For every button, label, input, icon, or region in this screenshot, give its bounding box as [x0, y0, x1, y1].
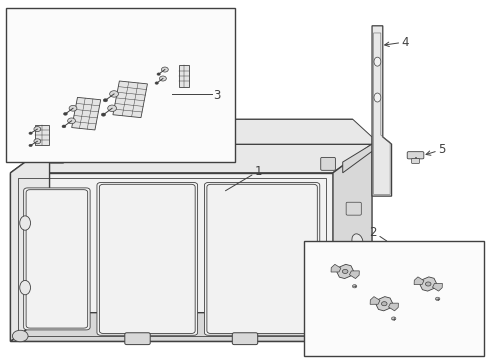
Polygon shape [10, 313, 372, 341]
Polygon shape [414, 277, 424, 284]
FancyBboxPatch shape [26, 190, 88, 328]
Polygon shape [370, 297, 380, 304]
Text: 5: 5 [426, 143, 445, 156]
FancyBboxPatch shape [49, 150, 64, 163]
FancyBboxPatch shape [407, 152, 424, 159]
Ellipse shape [20, 216, 30, 230]
Polygon shape [49, 37, 79, 144]
FancyBboxPatch shape [346, 202, 361, 215]
Circle shape [29, 132, 32, 135]
Text: 2: 2 [369, 226, 387, 241]
Circle shape [110, 91, 119, 97]
Polygon shape [10, 144, 372, 173]
Circle shape [161, 67, 168, 72]
Circle shape [159, 76, 166, 81]
Text: 3: 3 [213, 89, 220, 102]
FancyBboxPatch shape [412, 158, 419, 163]
Polygon shape [376, 297, 392, 311]
Text: 1: 1 [225, 165, 262, 191]
Polygon shape [49, 119, 372, 144]
Circle shape [313, 330, 329, 342]
Circle shape [68, 118, 75, 124]
Circle shape [352, 285, 357, 288]
Polygon shape [337, 264, 353, 279]
Circle shape [34, 127, 41, 132]
Circle shape [34, 139, 41, 144]
Polygon shape [113, 81, 147, 118]
FancyBboxPatch shape [125, 333, 150, 345]
Bar [304, 241, 485, 356]
Polygon shape [10, 173, 333, 341]
Polygon shape [372, 26, 392, 196]
FancyBboxPatch shape [321, 157, 335, 170]
Ellipse shape [352, 234, 363, 248]
Circle shape [343, 269, 348, 274]
Circle shape [382, 302, 387, 306]
Polygon shape [10, 144, 49, 341]
Polygon shape [343, 144, 372, 173]
Circle shape [436, 297, 440, 301]
Circle shape [155, 82, 158, 84]
Ellipse shape [20, 280, 30, 295]
Text: 4: 4 [385, 36, 409, 49]
Circle shape [392, 317, 396, 320]
Ellipse shape [374, 57, 381, 66]
FancyBboxPatch shape [346, 252, 361, 265]
Polygon shape [389, 303, 398, 311]
Polygon shape [331, 264, 341, 272]
Polygon shape [433, 283, 442, 291]
Ellipse shape [61, 104, 68, 113]
Circle shape [62, 125, 66, 128]
Polygon shape [35, 125, 49, 145]
Bar [5, 8, 235, 162]
Circle shape [425, 282, 431, 286]
Polygon shape [420, 277, 437, 291]
FancyBboxPatch shape [204, 183, 320, 335]
Polygon shape [349, 271, 359, 279]
Circle shape [63, 112, 67, 115]
FancyBboxPatch shape [97, 183, 197, 335]
Polygon shape [333, 144, 372, 341]
Polygon shape [178, 65, 189, 87]
Polygon shape [72, 97, 101, 130]
Ellipse shape [374, 93, 381, 102]
FancyBboxPatch shape [99, 184, 195, 333]
Ellipse shape [61, 75, 68, 84]
FancyBboxPatch shape [207, 184, 318, 333]
Circle shape [12, 330, 28, 342]
Circle shape [101, 113, 106, 116]
Circle shape [157, 73, 160, 75]
FancyBboxPatch shape [24, 188, 90, 330]
Circle shape [29, 144, 32, 147]
Circle shape [103, 99, 108, 102]
Circle shape [108, 105, 117, 112]
Circle shape [69, 105, 77, 111]
FancyBboxPatch shape [232, 333, 258, 345]
